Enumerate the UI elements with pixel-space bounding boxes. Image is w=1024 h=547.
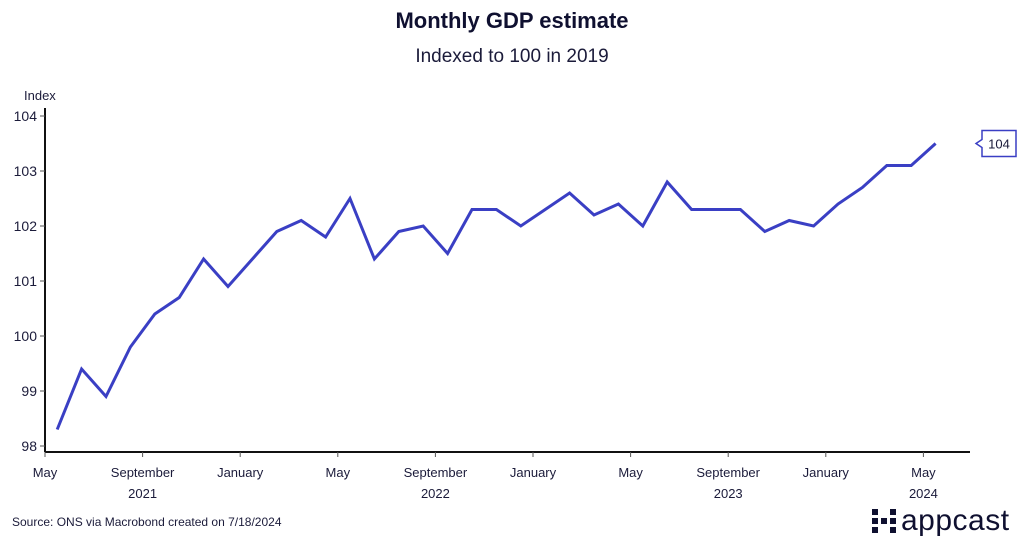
y-tick-label: 100 bbox=[14, 328, 38, 344]
x-year-label: 2023 bbox=[714, 486, 743, 501]
chart-subtitle: Indexed to 100 in 2019 bbox=[415, 46, 609, 67]
appcast-logo: appcast bbox=[872, 506, 1010, 536]
x-tick-label: May bbox=[618, 465, 643, 480]
x-tick-label: May bbox=[33, 465, 58, 480]
x-tick-label: September bbox=[111, 465, 175, 480]
x-year-label: 2021 bbox=[128, 486, 157, 501]
x-year-label: 2022 bbox=[421, 486, 450, 501]
y-tick-label: 104 bbox=[14, 108, 38, 124]
y-axis-label: Index bbox=[24, 88, 56, 103]
x-tick-label: May bbox=[326, 465, 351, 480]
chart-title: Monthly GDP estimate bbox=[395, 8, 629, 33]
y-tick-label: 98 bbox=[21, 438, 37, 454]
y-tick-label: 99 bbox=[21, 383, 37, 399]
appcast-logo-text: appcast bbox=[901, 504, 1010, 537]
series-line bbox=[55, 142, 937, 431]
x-tick-label: September bbox=[696, 465, 760, 480]
last-value-label: 104 bbox=[988, 137, 1010, 152]
y-tick-label: 103 bbox=[14, 163, 38, 179]
x-tick-label: January bbox=[217, 465, 264, 480]
last-value-callout bbox=[974, 129, 1017, 158]
y-tick-label: 101 bbox=[14, 273, 38, 289]
x-tick-label: January bbox=[510, 465, 557, 480]
x-tick-label: January bbox=[803, 465, 850, 480]
appcast-logo-icon bbox=[872, 509, 896, 533]
y-tick-label: 102 bbox=[14, 218, 38, 234]
x-year-label: 2024 bbox=[909, 486, 938, 501]
source-note: Source: ONS via Macrobond created on 7/1… bbox=[12, 515, 282, 529]
x-tick-label: September bbox=[404, 465, 468, 480]
x-tick-label: May bbox=[911, 465, 936, 480]
